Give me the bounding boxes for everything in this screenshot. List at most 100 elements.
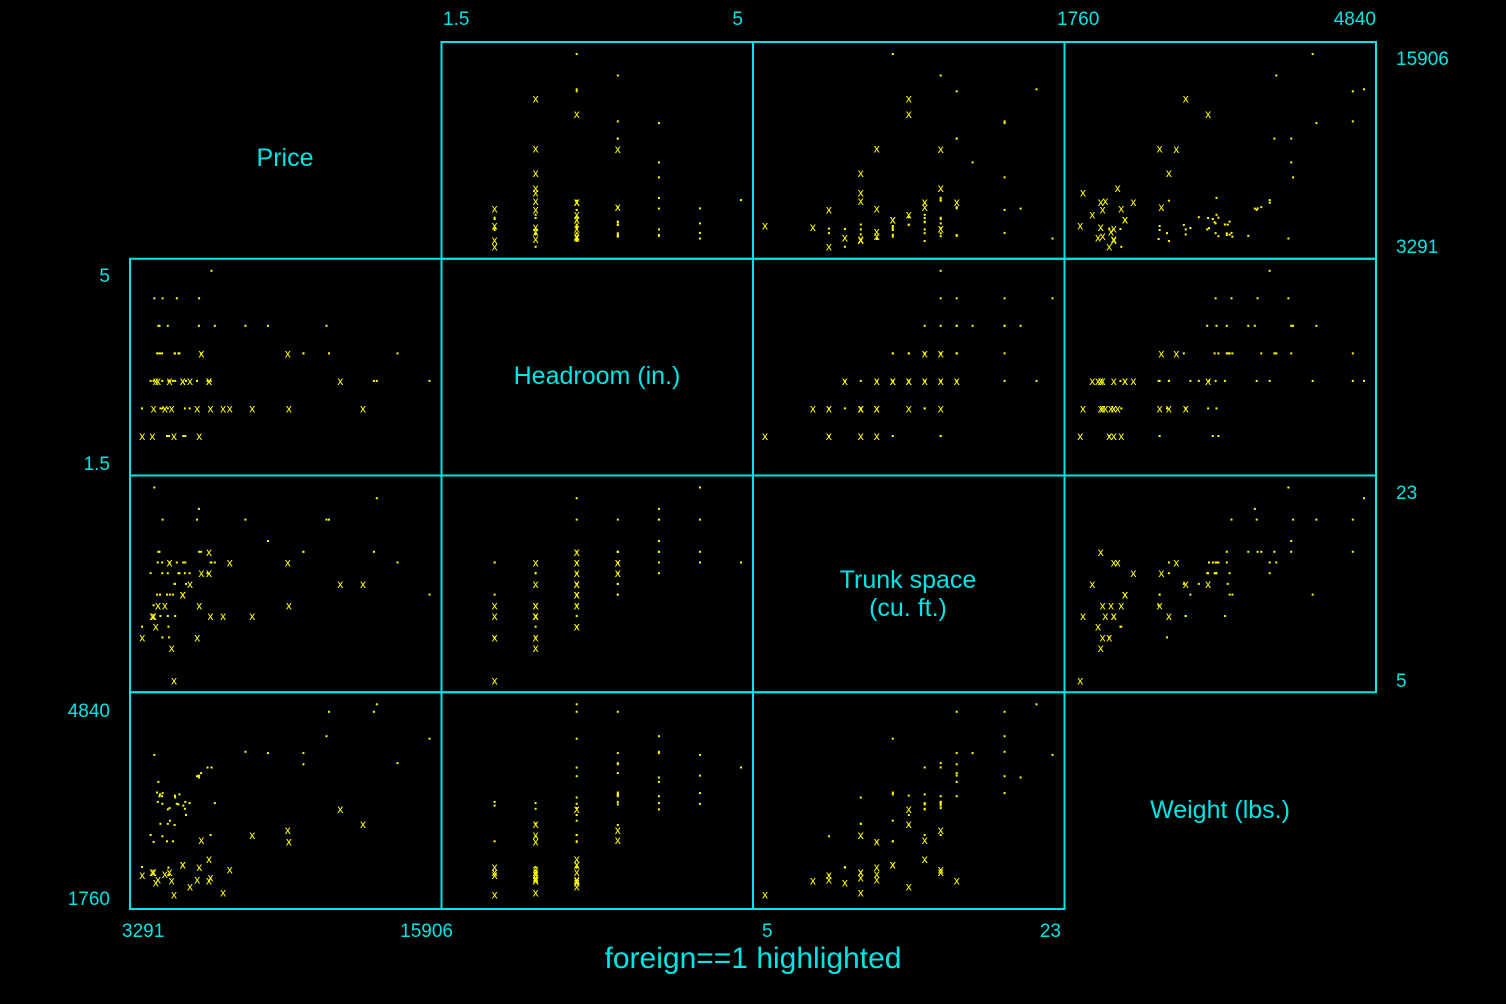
point-domestic-headroom-price-48 [185, 379, 187, 382]
point-domestic-weight-price-36 [173, 794, 176, 797]
point-foreign-price-trunk-60: x [874, 201, 880, 215]
point-domestic-trunk-price-17 [149, 572, 152, 575]
point-domestic-weight-headroom-19 [616, 800, 619, 803]
point-domestic-weight-price-30 [206, 766, 209, 769]
point-domestic-trunk-price-3 [175, 561, 178, 564]
point-domestic-price-trunk-4 [1003, 176, 1006, 179]
point-domestic-trunk-weight-1 [1223, 615, 1226, 617]
point-domestic-trunk-headroom-28 [698, 486, 701, 489]
point-foreign-headroom-trunk-75: x [890, 374, 896, 388]
point-domestic-trunk-weight-17 [1167, 572, 1170, 575]
point-domestic-price-weight-39 [1230, 231, 1233, 234]
point-domestic-headroom-weight-23 [1158, 435, 1161, 437]
point-foreign-trunk-headroom-64: x [574, 620, 580, 634]
point-domestic-weight-trunk-46 [955, 774, 958, 777]
point-domestic-weight-trunk-33 [843, 866, 846, 868]
point-domestic-trunk-price-20 [157, 550, 160, 553]
point-domestic-trunk-price-26 [375, 497, 378, 500]
point-foreign-trunk-headroom-58: x [533, 609, 539, 623]
point-domestic-headroom-price-2 [152, 379, 155, 382]
point-domestic-weight-headroom-47 [616, 793, 619, 796]
point-domestic-trunk-price-35 [183, 572, 186, 575]
point-foreign-trunk-weight-56: x [1098, 641, 1104, 655]
point-domestic-weight-trunk-34 [971, 752, 974, 755]
point-foreign-weight-headroom-55: x [574, 852, 580, 866]
point-foreign-headroom-weight-54: x [1157, 401, 1163, 415]
point-domestic-trunk-headroom-45 [657, 550, 660, 553]
point-foreign-headroom-trunk-74: x [954, 374, 960, 388]
point-domestic-weight-trunk-20 [955, 780, 958, 783]
point-foreign-trunk-headroom-65: x [533, 609, 539, 623]
point-domestic-trunk-price-29 [188, 572, 191, 575]
point-foreign-price-trunk-13: x [826, 240, 832, 254]
point-domestic-headroom-price-25 [328, 352, 330, 355]
point-domestic-price-trunk-45 [955, 234, 958, 236]
point-foreign-price-headroom-70: x [574, 208, 580, 222]
point-foreign-weight-price-61: x [167, 865, 173, 879]
point-foreign-weight-trunk-68: x [826, 873, 832, 887]
point-foreign-headroom-trunk-57: x [890, 374, 896, 388]
point-domestic-price-weight-1 [1223, 223, 1226, 226]
point-foreign-trunk-headroom-67: x [492, 609, 498, 623]
point-foreign-price-headroom-66: x [615, 200, 621, 214]
point-domestic-price-weight-50 [1206, 228, 1209, 231]
point-foreign-price-trunk-61: x [938, 221, 944, 235]
point-domestic-price-trunk-26 [1035, 88, 1038, 91]
point-domestic-price-headroom-25 [616, 120, 619, 123]
point-domestic-price-headroom-34 [657, 161, 660, 164]
point-domestic-trunk-price-19 [156, 561, 159, 564]
point-domestic-price-weight-36 [1226, 223, 1229, 226]
point-foreign-headroom-weight-55: x [1130, 374, 1136, 388]
point-foreign-trunk-headroom-62: x [574, 598, 580, 612]
point-domestic-weight-headroom-25 [616, 710, 619, 713]
point-domestic-headroom-weight-42 [1184, 407, 1187, 410]
point-domestic-weight-trunk-30 [923, 766, 926, 769]
point-foreign-price-headroom-56: x [533, 220, 539, 234]
point-domestic-trunk-price-44 [213, 561, 216, 564]
point-foreign-weight-price-53: x [208, 871, 214, 885]
point-domestic-price-headroom-7 [493, 216, 496, 219]
point-foreign-trunk-weight-64: x [1095, 620, 1101, 634]
point-domestic-weight-price-24 [161, 835, 164, 838]
point-foreign-trunk-weight-69: x [1115, 556, 1121, 570]
point-foreign-trunk-headroom-55: x [574, 566, 580, 580]
point-domestic-trunk-weight-20 [1247, 550, 1250, 553]
point-domestic-headroom-price-39 [161, 297, 164, 300]
point-domestic-price-headroom-28 [698, 237, 701, 240]
point-foreign-price-weight-62: x [1100, 229, 1106, 243]
point-domestic-price-headroom-1 [575, 223, 578, 226]
point-domestic-price-headroom-35 [534, 217, 537, 219]
point-foreign-price-trunk-64: x [842, 231, 848, 245]
point-foreign-price-weight-60: x [1118, 201, 1124, 215]
point-foreign-headroom-price-66: x [198, 346, 204, 360]
point-domestic-trunk-price-45 [158, 550, 161, 553]
point-foreign-trunk-weight-60: x [1118, 598, 1124, 612]
point-domestic-headroom-trunk-38 [923, 379, 926, 382]
tick-bottom-trunk-max: 23 [1040, 921, 1061, 942]
point-domestic-headroom-weight-48 [1197, 379, 1200, 382]
point-domestic-weight-trunk-1 [859, 796, 862, 799]
point-foreign-headroom-weight-69: x [1115, 401, 1121, 415]
point-domestic-price-trunk-31 [891, 227, 894, 229]
tick-right-price-max: 15906 [1396, 49, 1449, 70]
point-foreign-weight-headroom-66: x [615, 833, 621, 847]
point-foreign-trunk-price-66: x [198, 566, 204, 580]
point-foreign-weight-headroom-64: x [574, 876, 580, 890]
point-foreign-price-headroom-63: x [533, 92, 539, 106]
point-domestic-weight-headroom-5 [657, 776, 660, 779]
point-foreign-price-weight-74: x [1098, 195, 1104, 209]
point-foreign-price-weight-64: x [1095, 231, 1101, 245]
point-domestic-headroom-weight-38 [1214, 379, 1217, 382]
point-foreign-weight-trunk-65: x [858, 865, 864, 879]
point-domestic-headroom-trunk-51 [939, 352, 942, 355]
point-domestic-headroom-weight-41 [1158, 379, 1161, 382]
point-foreign-weight-trunk-74: x [954, 874, 960, 888]
point-domestic-weight-price-17 [149, 834, 152, 836]
point-domestic-headroom-trunk-34 [971, 324, 974, 327]
point-foreign-headroom-weight-60: x [1118, 429, 1124, 443]
point-domestic-weight-headroom-49 [616, 824, 619, 826]
point-domestic-price-weight-47 [1228, 220, 1231, 223]
point-domestic-price-trunk-17 [923, 240, 926, 242]
point-domestic-price-headroom-33 [534, 245, 537, 248]
panel-frame-weight-trunk [752, 691, 1066, 910]
